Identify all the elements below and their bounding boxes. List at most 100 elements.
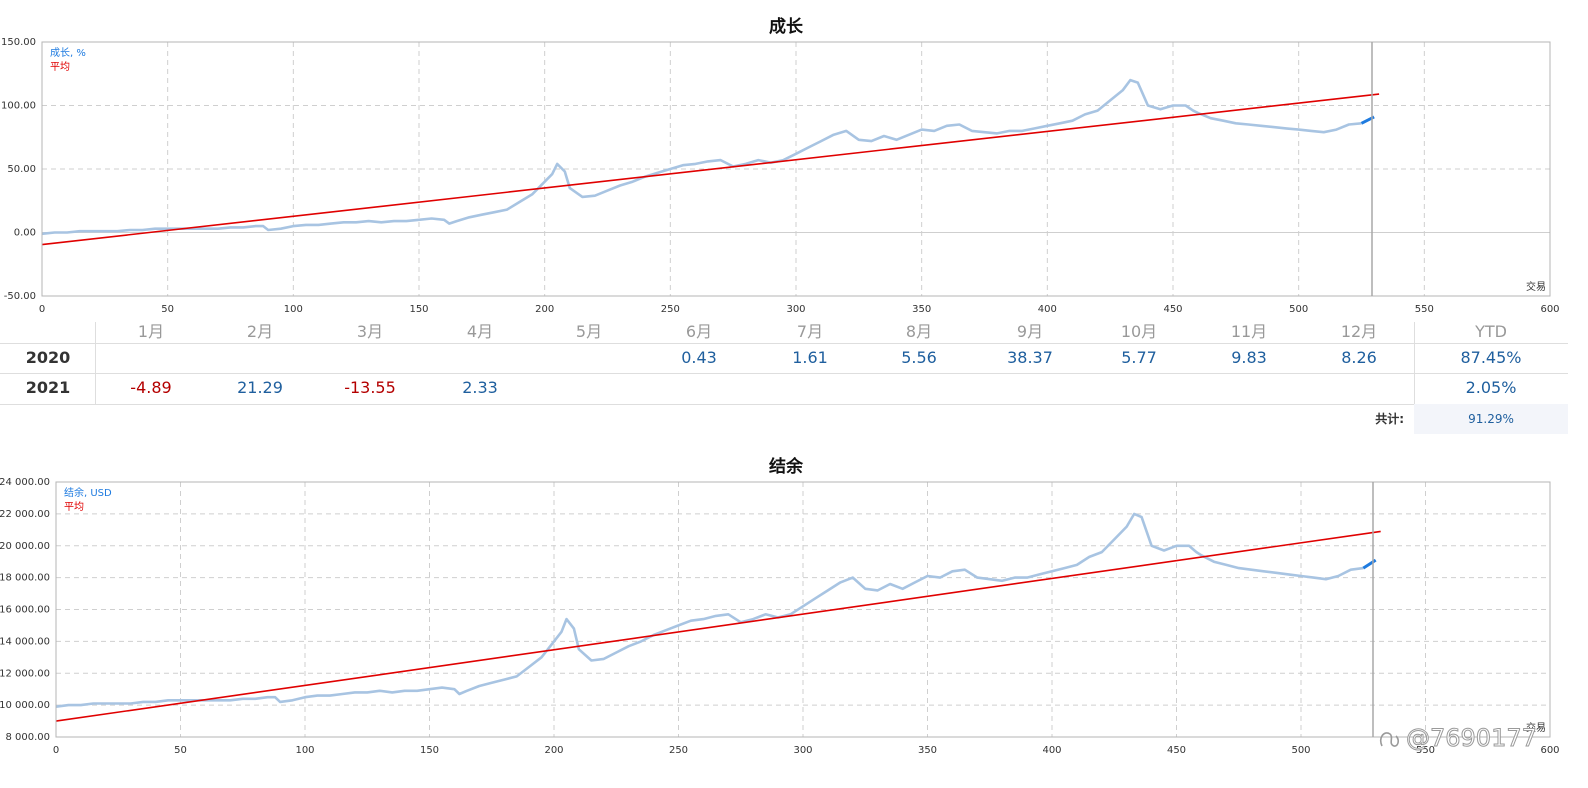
balance-chart-series: [55, 512, 1381, 722]
series-line: [55, 512, 1364, 708]
x-tick-label: 200: [544, 745, 563, 756]
x-tick-label: 100: [284, 304, 303, 315]
balance-chart-x-ticks: 0 50 100 150 200 250 300 350 400 450 500 550 600: [53, 745, 1560, 756]
growth-legend-average: 平均: [50, 61, 70, 73]
x-tick-label: 0: [39, 304, 45, 315]
x-tick-label: 250: [661, 304, 680, 315]
y-tick-label: 20 000.00: [0, 541, 50, 552]
y-tick-label: 12 000.00: [0, 668, 50, 679]
month-value: 38.37: [1007, 348, 1053, 367]
month-value: 1.61: [792, 348, 828, 367]
x-tick-label: 600: [1540, 745, 1559, 756]
x-tick-label: 550: [1415, 304, 1434, 315]
balance-chart-y-ticks: 24 000.00 22 000.00 20 000.00 18 000.00 16 0…: [0, 477, 50, 743]
total-value: 91.29%: [1468, 412, 1514, 426]
growth-chart-series: [41, 78, 1380, 246]
x-tick-label: 50: [161, 304, 174, 315]
x-tick-label: 400: [1042, 745, 1061, 756]
x-tick-label: 0: [53, 745, 59, 756]
x-tick-label: 550: [1416, 745, 1435, 756]
growth-chart: 成长 150.00 100.00 50.00 0.00 -50.00 0 50 100 150…: [1, 16, 1560, 315]
series-line: [41, 78, 1362, 236]
year-label: 2020: [25, 348, 71, 367]
table-divider: [0, 373, 1568, 374]
x-tick-label: 350: [912, 304, 931, 315]
balance-chart: 结余 24 000.00 22 000.00 20 000.00 18 000.00 1…: [0, 456, 1560, 756]
ytd-header: YTD: [1475, 322, 1507, 341]
x-tick-label: 400: [1038, 304, 1057, 315]
y-tick-label: -50.00: [4, 291, 36, 302]
watermark-text: @7690177: [1406, 724, 1537, 752]
total-label: 共计:: [1375, 412, 1404, 426]
month-header: 4月: [466, 322, 494, 341]
growth-chart-y-ticks: 150.00 100.00 50.00 0.00 -50.00: [1, 37, 36, 302]
table-row: 2020 0.43 1.61 5.56 38.37 5.77 9.83 8.26 87.45%: [0, 343, 1568, 373]
balance-legend-average: 平均: [64, 501, 84, 513]
y-tick-label: 8 000.00: [5, 732, 50, 743]
month-value: 2.33: [462, 378, 498, 397]
month-header: 8月: [905, 322, 933, 341]
balance-chart-plot-area: [55, 481, 1551, 738]
growth-chart-x-ticks: 0 50 100 150 200 250 300 350 400 450 500 550 600: [39, 304, 1560, 315]
x-tick-label: 450: [1163, 304, 1182, 315]
month-header: 11月: [1230, 322, 1268, 341]
total-box: [1414, 404, 1568, 434]
growth-chart-x-axis-label: 交易: [1526, 280, 1546, 293]
balance-chart-title: 结余: [769, 456, 804, 477]
month-header: 2月: [246, 322, 274, 341]
growth-legend-series: 成长, %: [50, 47, 86, 59]
ytd-value: 87.45%: [1460, 348, 1522, 367]
month-value: 0.43: [681, 348, 717, 367]
month-value: 9.83: [1231, 348, 1267, 367]
table-divider: [1414, 322, 1415, 434]
average-line: [55, 530, 1381, 722]
month-value: 5.77: [1121, 348, 1157, 367]
y-tick-label: 14 000.00: [0, 636, 50, 647]
growth-chart-grid: [42, 42, 1550, 296]
x-tick-label: 450: [1167, 745, 1186, 756]
x-tick-label: 300: [786, 304, 805, 315]
growth-chart-title: 成长: [769, 16, 804, 37]
table-divider: [0, 404, 1568, 405]
x-tick-label: 600: [1540, 304, 1559, 315]
month-value: -4.89: [130, 378, 172, 397]
y-tick-label: 100.00: [1, 101, 36, 112]
x-tick-label: 100: [295, 745, 314, 756]
table-divider: [0, 343, 1568, 344]
month-header: 12月: [1340, 322, 1378, 341]
balance-chart-grid: [56, 482, 1550, 737]
watermark-logo-icon: [1379, 732, 1399, 747]
month-value: -13.55: [344, 378, 396, 397]
month-value: 8.26: [1341, 348, 1377, 367]
balance-legend-series: 结余, USD: [64, 486, 112, 499]
watermark: @7690177: [1379, 724, 1537, 753]
x-tick-label: 250: [669, 745, 688, 756]
y-tick-label: 150.00: [1, 37, 36, 48]
y-tick-label: 24 000.00: [0, 477, 50, 488]
x-tick-label: 500: [1289, 304, 1308, 315]
average-line: [41, 93, 1380, 246]
balance-chart-x-axis-label: 交易: [1526, 721, 1546, 734]
month-header: 1月: [137, 322, 165, 341]
month-value: 5.56: [901, 348, 937, 367]
y-tick-label: 22 000.00: [0, 509, 50, 520]
month-header: 5月: [575, 322, 603, 341]
series-line-current: [1362, 558, 1377, 570]
table-row: 2021 -4.89 21.29 -13.55 2.33 2.05%: [0, 373, 1568, 403]
month-value: 21.29: [237, 378, 283, 397]
month-header: 6月: [685, 322, 713, 341]
ytd-value: 2.05%: [1465, 378, 1517, 397]
y-tick-label: 50.00: [7, 164, 36, 175]
x-tick-label: 350: [918, 745, 937, 756]
y-tick-label: 16 000.00: [0, 605, 50, 616]
table-header-row: 1月 2月 3月 4月 5月 6月 7月 8月 9月 10月 11月 12月 YTD: [0, 317, 1568, 347]
x-tick-label: 300: [793, 745, 812, 756]
x-tick-label: 150: [420, 745, 439, 756]
y-tick-label: 0.00: [14, 228, 36, 239]
month-header: 10月: [1120, 322, 1158, 341]
x-tick-label: 50: [174, 745, 187, 756]
table-divider: [95, 322, 96, 404]
y-tick-label: 10 000.00: [0, 700, 50, 711]
growth-chart-plot-area: [41, 41, 1551, 297]
x-tick-label: 500: [1291, 745, 1310, 756]
